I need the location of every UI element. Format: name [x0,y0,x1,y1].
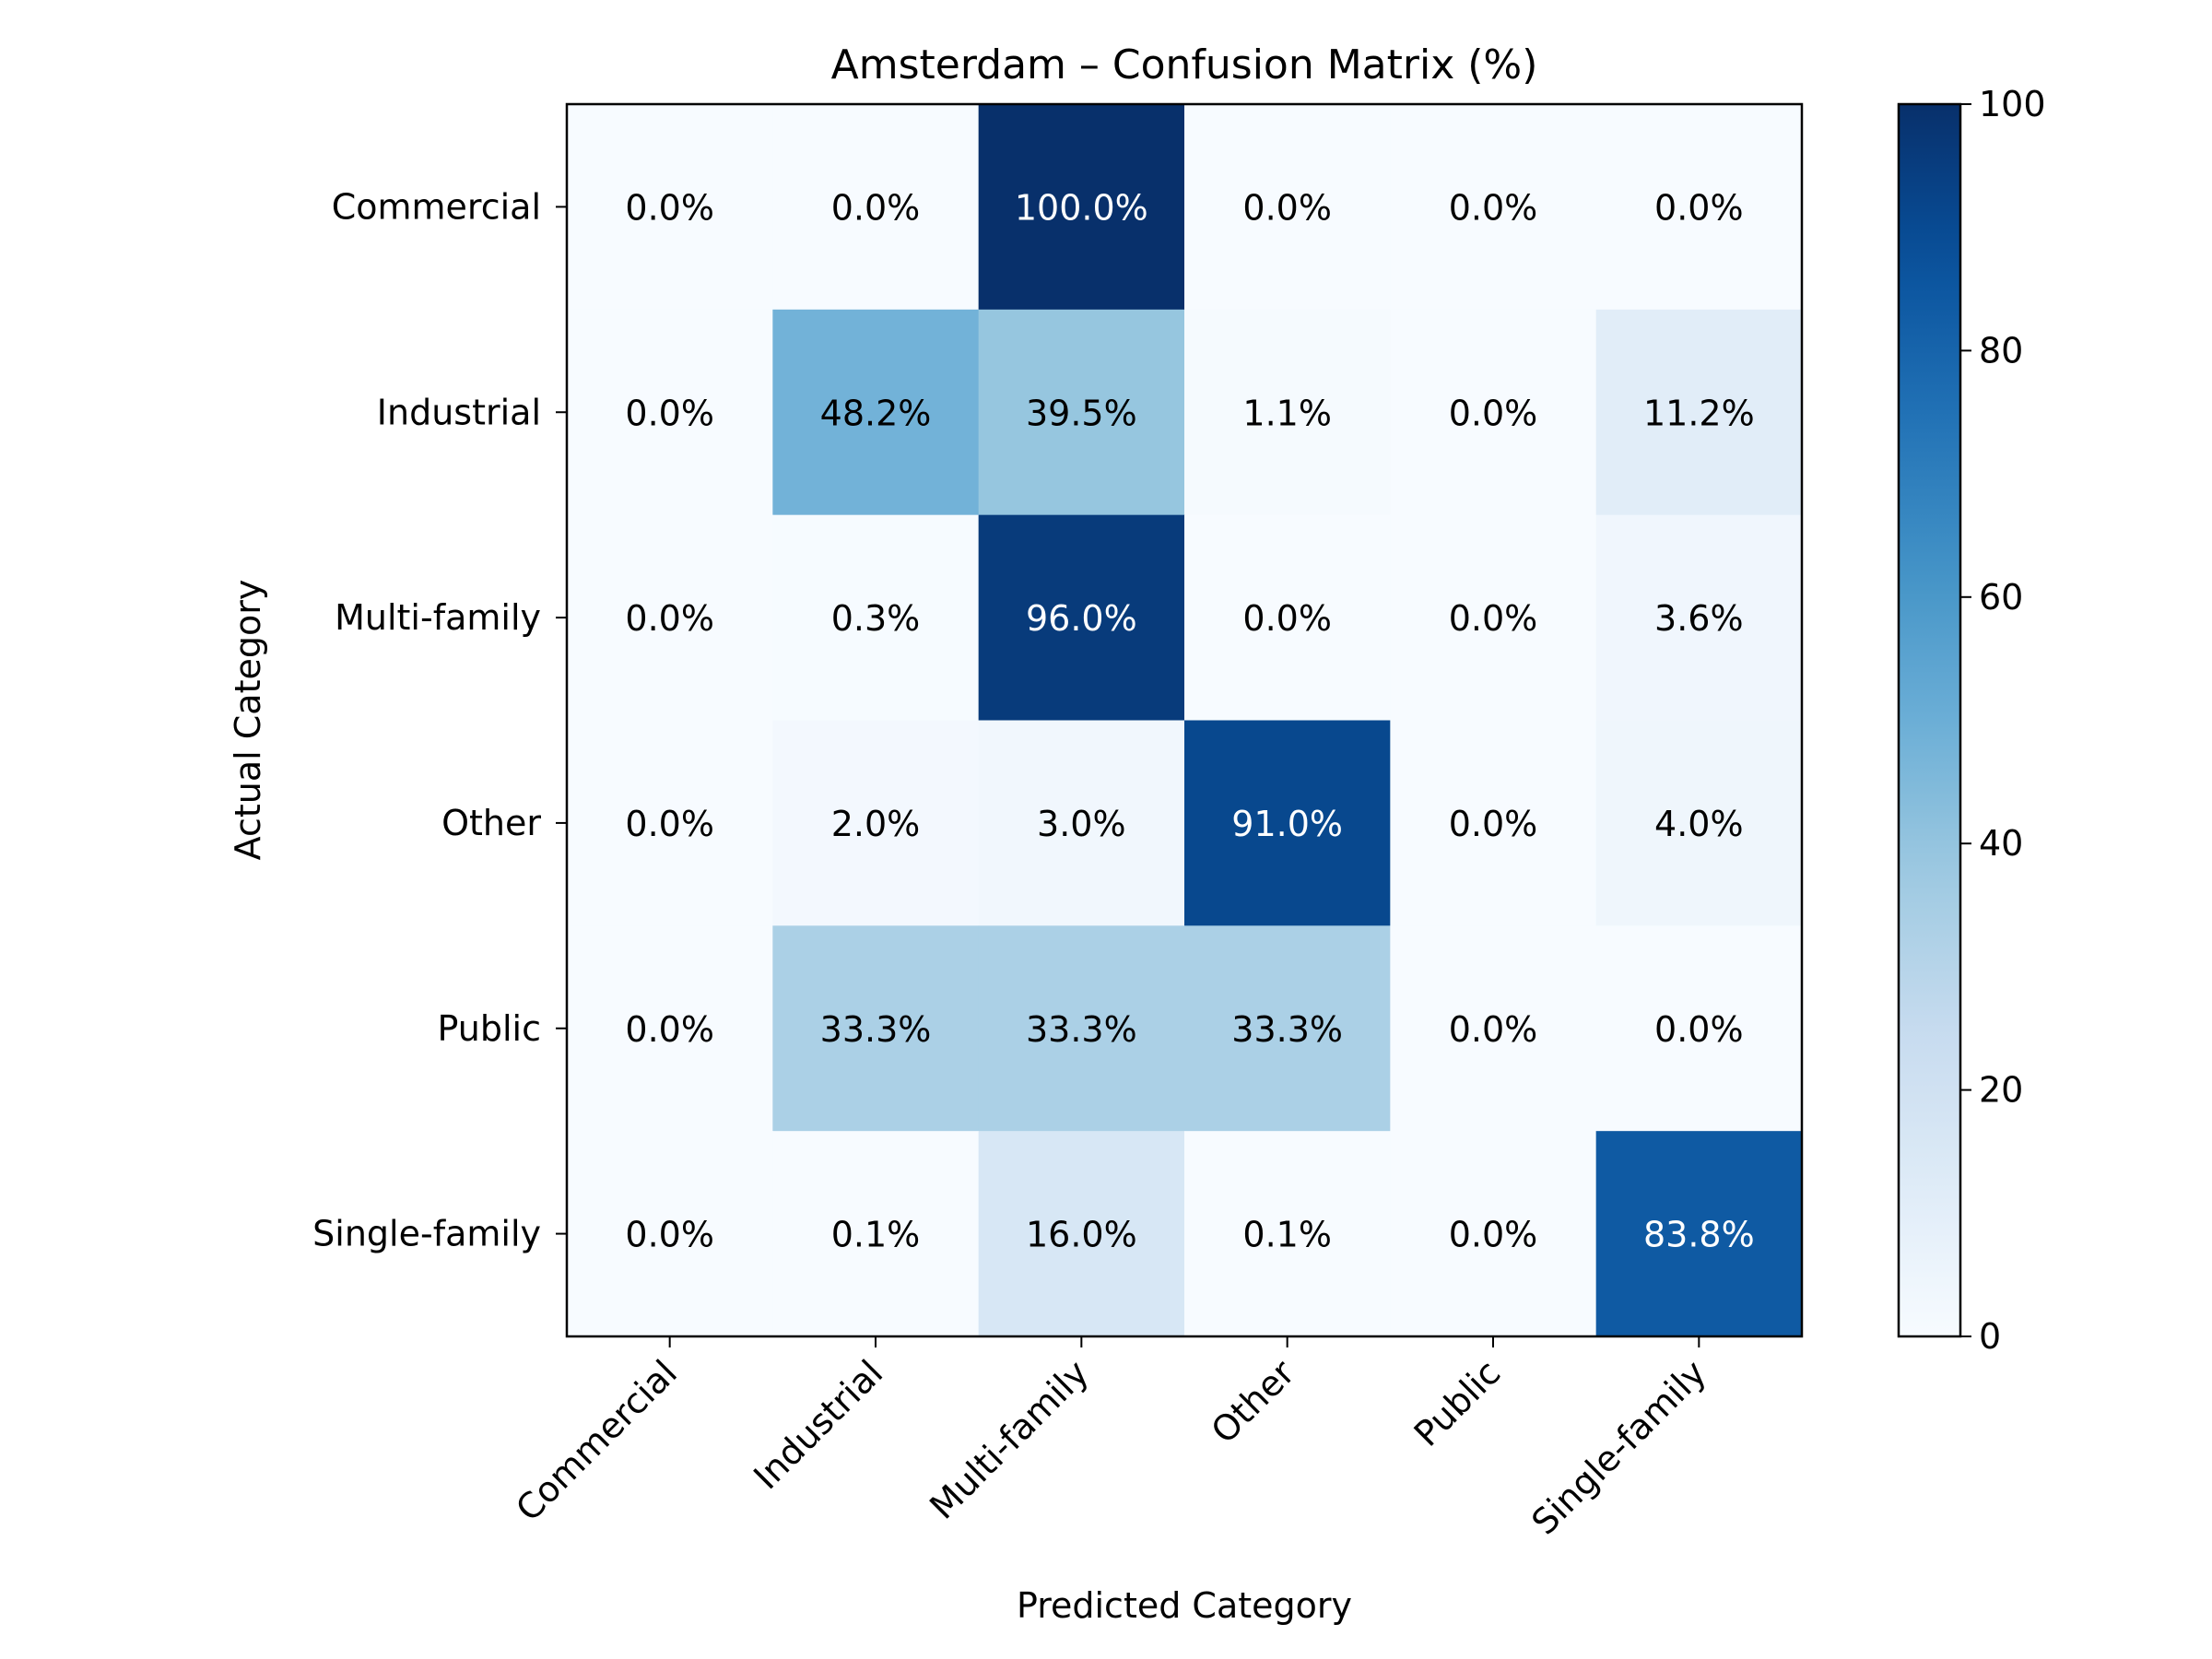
colorbar [1897,102,1962,1338]
cell-value-label: 0.0% [1449,804,1538,844]
heatmap-cell-labels: 0.0% 0.0% 100.0% 0.0% 0.0% 0.0% 0.0% 48.2% 39.5%… [625,187,1754,1254]
chart-title: Amsterdam – Confusion Matrix (%) [831,41,1538,88]
heatmap-cell [567,309,773,516]
cell-value-label: 96.0% [1026,598,1137,639]
heatmap-cell [772,514,980,721]
heatmap-cell [1184,1131,1391,1337]
heatmap-cell [1390,1131,1597,1337]
cell-value-label: 0.0% [625,804,714,844]
cell-value-label: 0.0% [625,1215,714,1255]
heatmap-cell [1390,514,1597,721]
y-tick-label: Commercial [332,186,541,227]
y-axis-title: Actual Category [228,580,268,861]
cell-value-label: 0.1% [1242,1215,1332,1255]
cell-value-label: 48.2% [820,393,932,433]
heatmap-cell [978,720,1185,926]
cell-value-label: 33.3% [1026,1009,1137,1050]
y-tick-label: Public [438,1008,541,1049]
cell-value-label: 0.0% [1449,1215,1538,1255]
heatmap-cell [567,1131,773,1337]
cell-value-label: 91.0% [1231,804,1343,844]
cell-value-label: 0.0% [625,187,714,228]
cell-value-label: 0.3% [831,598,921,639]
heatmap-cell [1184,309,1391,516]
heatmap-cell [772,720,980,926]
cell-value-label: 0.0% [1449,1009,1538,1050]
heatmap-cell [1184,720,1391,926]
cell-value-label: 0.0% [1242,598,1332,639]
cell-value-label: 0.0% [1654,1009,1744,1050]
heatmap-cell [772,925,980,1132]
cell-value-label: 33.3% [820,1009,932,1050]
cell-value-label: 39.5% [1026,393,1137,433]
cell-value-label: 0.1% [831,1215,921,1255]
cell-value-label: 100.0% [1015,187,1148,228]
heatmap-cell [567,720,773,926]
heatmap-cell [1595,104,1803,311]
heatmap-cell [772,309,980,516]
x-axis-title: Predicted Category [1017,1585,1352,1626]
heatmap-cell [1390,720,1597,926]
heatmap-cell [1184,925,1391,1132]
cell-value-label: 1.1% [1242,393,1332,433]
heatmap-cell [1390,104,1597,311]
cell-value-label: 0.0% [625,393,714,433]
heatmap-cell [978,1131,1185,1337]
colorbar-tick-label: 20 [1979,1070,2023,1111]
cell-value-label: 0.0% [1449,393,1538,433]
cell-value-label: 3.6% [1654,598,1744,639]
y-tick-label: Industrial [377,392,541,432]
cell-value-label: 0.0% [1242,187,1332,228]
cell-value-label: 3.0% [1037,804,1126,844]
y-tick-label: Single-family [312,1214,541,1254]
heatmap-cells [567,104,1803,1337]
heatmap-cell [1390,309,1597,516]
y-tick-label: Other [441,803,541,843]
heatmap-cell [567,104,773,311]
heatmap-cell [1390,925,1597,1132]
heatmap-cell [978,104,1185,311]
colorbar-tick-label: 100 [1979,84,2046,124]
cell-value-label: 0.0% [1449,187,1538,228]
heatmap-cell [1595,720,1803,926]
plot-frame [565,102,1804,1338]
cell-value-label: 16.0% [1026,1215,1137,1255]
heatmap-cell [1184,514,1391,721]
cell-value-label: 4.0% [1654,804,1744,844]
cell-value-label: 0.0% [625,598,714,639]
heatmap-cell [1595,309,1803,516]
cell-value-label: 11.2% [1643,393,1755,433]
heatmap-cell [567,925,773,1132]
cell-value-label: 83.8% [1643,1215,1755,1255]
heatmap-cell [1184,104,1391,311]
cell-value-label: 0.0% [831,187,921,228]
colorbar-tick-label: 40 [1979,823,2023,864]
colorbar-tick-label: 0 [1979,1316,2001,1357]
heatmap-cell [978,514,1185,721]
cell-value-label: 0.0% [625,1009,714,1050]
heatmap-cell [978,925,1185,1132]
heatmap-cell [1595,925,1803,1132]
colorbar-axis: 0 20 40 60 80 100 [1960,84,2046,1357]
y-tick-label: Multi-family [335,597,541,638]
heatmap-cell [772,1131,980,1337]
colorbar-tick-label: 60 [1979,577,2023,618]
heatmap-cell [978,309,1185,516]
heatmap-cell [1595,1131,1803,1337]
cell-value-label: 0.0% [1449,598,1538,639]
heatmap-cell [1595,514,1803,721]
cell-value-label: 0.0% [1654,187,1744,228]
y-axis: Commercial Industrial Multi-family Other Pub… [312,186,567,1254]
heatmap-cell [567,514,773,721]
heatmap-cell [772,104,980,311]
colorbar-tick-label: 80 [1979,330,2023,371]
cell-value-label: 33.3% [1231,1009,1343,1050]
cell-value-label: 2.0% [831,804,921,844]
